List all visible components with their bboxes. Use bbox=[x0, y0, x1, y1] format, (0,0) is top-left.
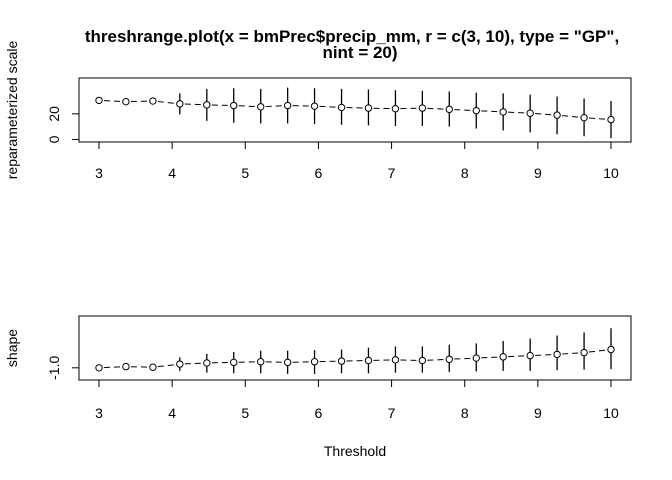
data-point bbox=[122, 362, 130, 371]
data-point bbox=[283, 101, 292, 110]
data-point bbox=[283, 358, 292, 367]
data-point bbox=[176, 100, 184, 108]
series-line-segment bbox=[157, 101, 175, 104]
x-tick-label: 9 bbox=[534, 165, 542, 181]
x-tick-label: 4 bbox=[168, 405, 176, 421]
x-tick-label: 8 bbox=[461, 405, 469, 421]
data-point bbox=[553, 350, 561, 359]
x-axis-label: Threshold bbox=[324, 443, 386, 459]
data-point bbox=[418, 356, 427, 365]
series-line-segment bbox=[588, 349, 607, 353]
data-point bbox=[257, 103, 265, 111]
x-tick-label: 6 bbox=[315, 165, 323, 181]
x-tick-label: 5 bbox=[241, 165, 249, 181]
data-point bbox=[607, 345, 615, 354]
series-line-segment bbox=[184, 103, 202, 106]
x-tick-label: 8 bbox=[461, 165, 469, 181]
data-point bbox=[203, 359, 211, 367]
bottom-panel: 3 4 5 6 7 8 9 10 -1.0 shape bbox=[4, 315, 632, 421]
series-line-segment bbox=[319, 105, 337, 108]
data-point bbox=[149, 363, 157, 371]
data-point bbox=[472, 106, 480, 115]
series-line-segment bbox=[427, 107, 445, 110]
series-line-segment bbox=[184, 362, 202, 365]
series-line-segment bbox=[562, 115, 580, 118]
data-point bbox=[337, 357, 346, 365]
y-tick-label: 0 bbox=[46, 135, 62, 143]
series-line-segment bbox=[508, 111, 526, 114]
series-line-segment bbox=[103, 100, 121, 102]
data-point bbox=[176, 360, 184, 368]
x-tick-label: 3 bbox=[95, 165, 103, 181]
series-line-segment bbox=[157, 364, 175, 368]
x-tick-label: 10 bbox=[603, 405, 619, 421]
series-line-segment bbox=[508, 355, 526, 358]
data-point bbox=[445, 355, 453, 363]
x-tick-label: 6 bbox=[315, 405, 323, 421]
data-point bbox=[445, 105, 453, 114]
data-point bbox=[607, 115, 615, 124]
data-point bbox=[499, 108, 507, 116]
plot-frame bbox=[78, 77, 632, 143]
x-tick-label: 7 bbox=[388, 405, 396, 421]
data-point bbox=[122, 97, 130, 106]
x-tick-label: 7 bbox=[388, 165, 396, 181]
data-point bbox=[418, 104, 427, 112]
data-point bbox=[337, 103, 346, 112]
plot-frame bbox=[78, 315, 632, 381]
series-line-segment bbox=[103, 366, 121, 369]
y-axis-label: shape bbox=[4, 329, 20, 367]
series-line-segment bbox=[535, 354, 553, 356]
data-point bbox=[230, 101, 238, 110]
series-line-segment bbox=[427, 359, 445, 361]
series-line-segment bbox=[265, 105, 283, 108]
x-tick-label: 5 bbox=[241, 405, 249, 421]
data-point bbox=[310, 358, 319, 366]
data-point bbox=[149, 97, 157, 105]
data-point bbox=[580, 113, 588, 122]
data-point bbox=[95, 364, 103, 372]
data-point bbox=[230, 358, 238, 367]
top-panel: 3 4 5 6 7 8 9 10 0 20 reparameterized scale bbox=[4, 41, 632, 181]
x-tick-label: 3 bbox=[95, 405, 103, 421]
data-point bbox=[203, 101, 211, 109]
y-tick-label: -1.0 bbox=[46, 356, 62, 380]
series-line-segment bbox=[454, 357, 472, 360]
y-tick-label: 20 bbox=[46, 106, 62, 122]
x-tick-label: 10 bbox=[603, 165, 619, 181]
data-point bbox=[310, 102, 319, 110]
data-point bbox=[553, 111, 561, 119]
data-point bbox=[364, 104, 373, 112]
data-point bbox=[391, 105, 400, 113]
data-point bbox=[364, 356, 373, 365]
x-tick-label: 4 bbox=[168, 165, 176, 181]
y-axis-label: reparameterized scale bbox=[4, 41, 20, 180]
data-point bbox=[391, 356, 400, 364]
x-tick-label: 9 bbox=[534, 405, 542, 421]
series-line-segment bbox=[454, 109, 472, 111]
data-point bbox=[580, 348, 588, 357]
data-point bbox=[472, 354, 480, 362]
data-point bbox=[95, 96, 103, 105]
series-line-segment bbox=[481, 110, 499, 113]
series-line-segment bbox=[481, 356, 499, 359]
chart-title-line-2: nint = 20) bbox=[322, 43, 397, 62]
chart-title-line-1: threshrange.plot(x = bmPrec$precip_mm, r… bbox=[85, 27, 619, 46]
series-line-segment bbox=[589, 117, 607, 120]
data-point bbox=[499, 353, 507, 361]
data-point bbox=[526, 351, 534, 360]
data-point bbox=[257, 358, 265, 366]
series-line-segment bbox=[562, 352, 580, 355]
series-line-segment bbox=[238, 105, 256, 108]
data-point bbox=[526, 109, 534, 117]
series-line-segment bbox=[535, 113, 553, 116]
